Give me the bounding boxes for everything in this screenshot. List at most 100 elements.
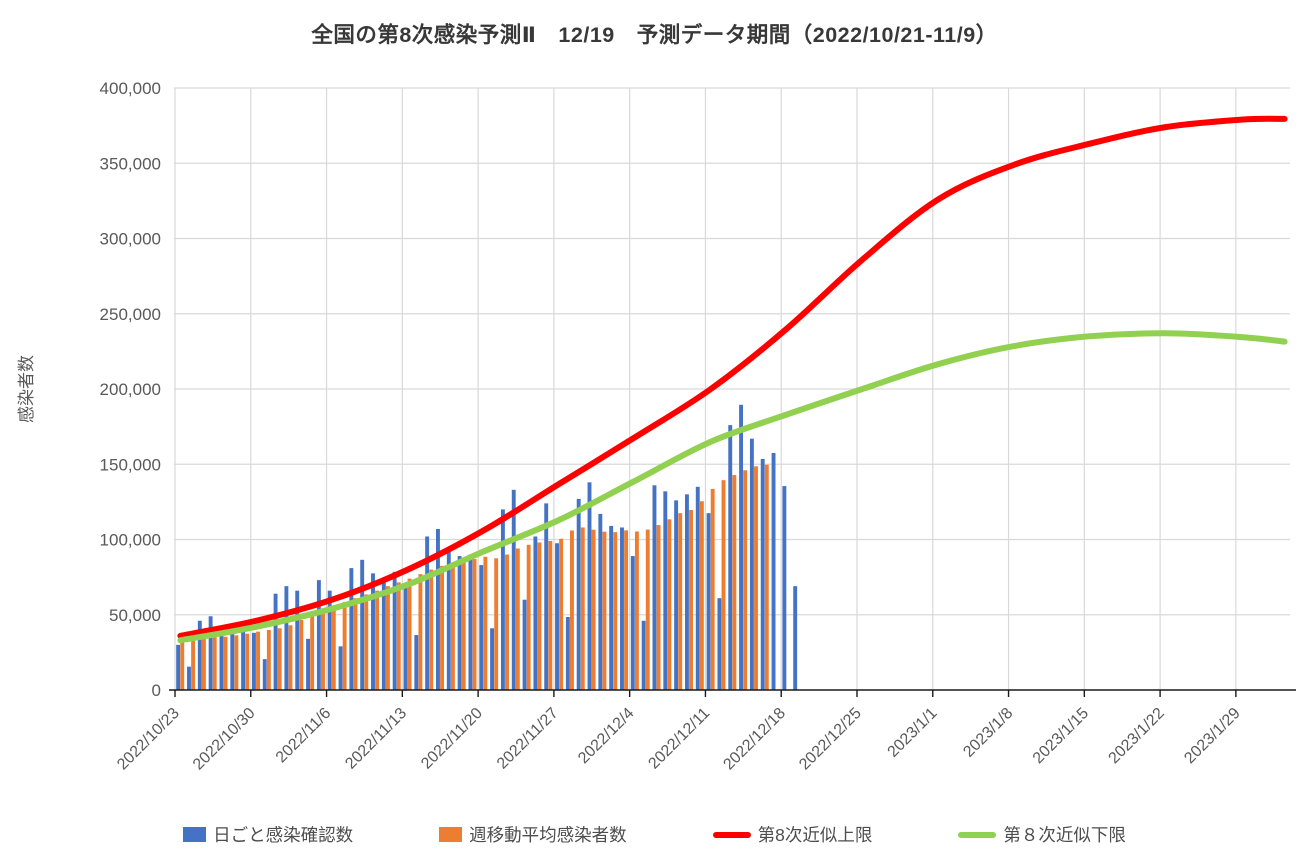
bar-moving-average — [645, 529, 650, 690]
bar-moving-average — [591, 529, 596, 690]
bar-moving-average — [234, 635, 239, 690]
legend-item-daily: 日ごと感染確認数 — [183, 822, 353, 847]
bar-daily — [338, 646, 343, 690]
bar-moving-average — [342, 601, 347, 690]
bar-moving-average — [570, 530, 574, 690]
x-tick-label: 2022/12/18 — [720, 705, 789, 774]
bar-daily — [684, 494, 689, 690]
bar-moving-average — [526, 544, 531, 690]
bar-daily — [609, 525, 614, 690]
bar-daily — [565, 617, 570, 690]
lower-line-swatch-icon — [958, 831, 997, 838]
legend-label-lower: 第８次近似下限 — [1003, 825, 1126, 845]
y-tick-label: 0 — [152, 681, 161, 700]
x-tick-label: 2022/12/11 — [645, 705, 713, 773]
bar-moving-average — [450, 562, 455, 690]
y-tick-label: 400,000 — [100, 79, 161, 98]
bar-daily — [241, 630, 246, 690]
bar-daily — [533, 536, 538, 690]
bar-moving-average — [743, 470, 748, 690]
x-tick-label: 2023/1/1 — [885, 705, 941, 761]
legend-label-upper: 第8次近似上限 — [757, 825, 873, 845]
legend-label-daily: 日ごと感染確認数 — [213, 825, 354, 845]
bar-daily — [360, 559, 365, 690]
x-tick-label: 2023/1/8 — [960, 705, 1016, 761]
bar-moving-average — [266, 629, 271, 690]
bar-moving-average — [385, 586, 390, 690]
bar-moving-average — [223, 636, 228, 690]
bar-daily — [511, 489, 516, 690]
bar-daily — [436, 528, 440, 690]
bar-moving-average — [212, 637, 217, 690]
bar-daily — [739, 404, 744, 690]
bar-moving-average — [375, 590, 380, 690]
bar-daily — [306, 638, 310, 690]
bar-moving-average — [483, 556, 488, 690]
bar-daily — [620, 527, 624, 690]
y-tick-label: 200,000 — [100, 380, 161, 399]
bar-moving-average — [710, 488, 715, 690]
bar-daily — [760, 458, 765, 690]
bar-daily — [327, 590, 332, 690]
bar-daily — [576, 498, 581, 690]
bar-moving-average — [440, 565, 445, 690]
bar-daily — [749, 438, 754, 690]
bar-series — [176, 404, 798, 690]
bar-daily — [251, 632, 256, 690]
legend-item-lower: 第８次近似下限 — [958, 822, 1126, 847]
y-tick-label: 250,000 — [100, 305, 161, 324]
bar-moving-average — [396, 582, 401, 690]
bar-moving-average — [321, 610, 325, 690]
bar-moving-average — [407, 578, 412, 690]
y-tick-label: 50,000 — [109, 606, 161, 625]
bar-moving-average — [624, 530, 629, 690]
bar-moving-average — [559, 538, 564, 690]
y-axis-labels: 0 50,000 100,000 150,000 200,000 250,000 300,0… — [100, 79, 161, 700]
bar-daily — [544, 503, 549, 690]
y-axis-title: 感染者数 — [17, 355, 36, 423]
bar-daily — [782, 486, 787, 690]
bar-moving-average — [245, 633, 250, 690]
bar-moving-average — [505, 554, 509, 690]
bar-daily — [652, 485, 657, 690]
bar-daily — [208, 616, 213, 690]
bar-daily — [230, 629, 235, 690]
bar-daily — [381, 581, 386, 690]
bar-daily — [717, 598, 722, 690]
bar-daily — [674, 500, 679, 690]
bar-daily — [187, 666, 191, 690]
bar-moving-average — [256, 631, 260, 690]
bar-moving-average — [310, 615, 315, 690]
bar-moving-average — [288, 625, 293, 690]
bar-moving-average — [180, 636, 185, 690]
legend-label-avg: 週移動平均感染者数 — [469, 825, 627, 845]
bar-moving-average — [191, 637, 196, 690]
daily-bar-swatch-icon — [183, 827, 207, 842]
bar-daily — [663, 491, 668, 690]
bar-moving-average — [656, 525, 661, 690]
bar-moving-average — [613, 532, 618, 690]
bar-daily — [284, 586, 289, 690]
bar-moving-average — [548, 541, 553, 690]
bar-moving-average — [537, 542, 542, 690]
bar-moving-average — [699, 501, 704, 690]
bar-daily — [446, 547, 451, 690]
bar-daily — [295, 590, 300, 690]
bar-moving-average — [602, 531, 607, 690]
bar-daily — [728, 425, 733, 690]
bar-moving-average — [472, 559, 477, 690]
x-tick-label: 2022/12/25 — [796, 705, 865, 774]
bar-daily — [197, 620, 202, 690]
chart-title: 全国の第8次感染予測Ⅱ 12/19 予測データ期間（2022/10/21-11/… — [311, 23, 998, 47]
bar-moving-average — [515, 548, 520, 690]
bar-daily — [392, 571, 397, 690]
bar-daily — [403, 586, 408, 690]
bar-moving-average — [353, 598, 358, 690]
bar-daily — [457, 556, 462, 690]
y-tick-label: 350,000 — [100, 154, 161, 173]
bar-moving-average — [461, 560, 466, 690]
bar-moving-average — [429, 569, 434, 690]
bar-daily — [793, 586, 798, 690]
